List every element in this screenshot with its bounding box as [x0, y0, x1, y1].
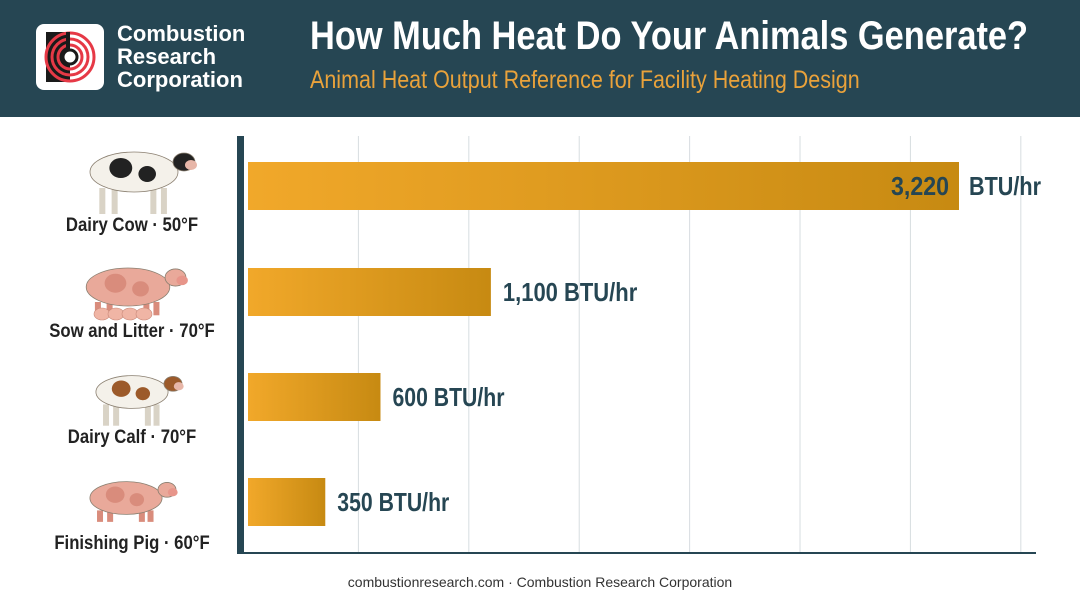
calf-icon	[95, 375, 184, 426]
company-name-line: Corporation	[117, 67, 243, 92]
pig-icon	[89, 481, 178, 522]
value-label-3: 350 BTU/hr	[337, 487, 449, 517]
category-label-0: Dairy Cow · 50°F	[65, 215, 199, 236]
header-banner: Combustion Research Corporation How Much…	[0, 0, 1080, 117]
value-unit-label: BTU/hr	[969, 171, 1041, 201]
company-name-line: Combustion	[117, 21, 246, 46]
footer-site[interactable]: combustionresearch.com	[347, 574, 505, 590]
sow-and-piglets-icon	[85, 267, 188, 321]
value-label-2: 600 BTU/hr	[392, 382, 504, 412]
footer-company: Combustion Research Corporation	[516, 574, 733, 590]
footer-dot: ·	[508, 574, 513, 590]
page-title: How Much Heat Do Your Animals Generate?	[310, 14, 1029, 58]
category-label-3: Finishing Pig · 60°F	[54, 533, 210, 554]
company-name: Combustion Research Corporation	[117, 22, 245, 91]
logo-mark-icon	[40, 28, 100, 86]
bar-1	[248, 268, 491, 316]
bar-0	[248, 162, 959, 210]
value-label-1: 1,100 BTU/hr	[503, 277, 637, 307]
footer: combustionresearch.com · Combustion Rese…	[0, 574, 1080, 590]
category-label-1: Sow and Litter · 70°F	[49, 321, 215, 342]
cow-icon	[89, 151, 197, 214]
bar-2	[248, 373, 381, 421]
company-name-line: Research	[117, 44, 217, 69]
y-axis-line	[237, 136, 244, 554]
bar-3	[248, 478, 326, 526]
page-subtitle: Animal Heat Output Reference for Facilit…	[310, 66, 860, 94]
category-label-2: Dairy Calf · 70°F	[67, 427, 197, 448]
company-logo	[36, 24, 104, 90]
value-label-0: 3,220	[891, 171, 949, 201]
